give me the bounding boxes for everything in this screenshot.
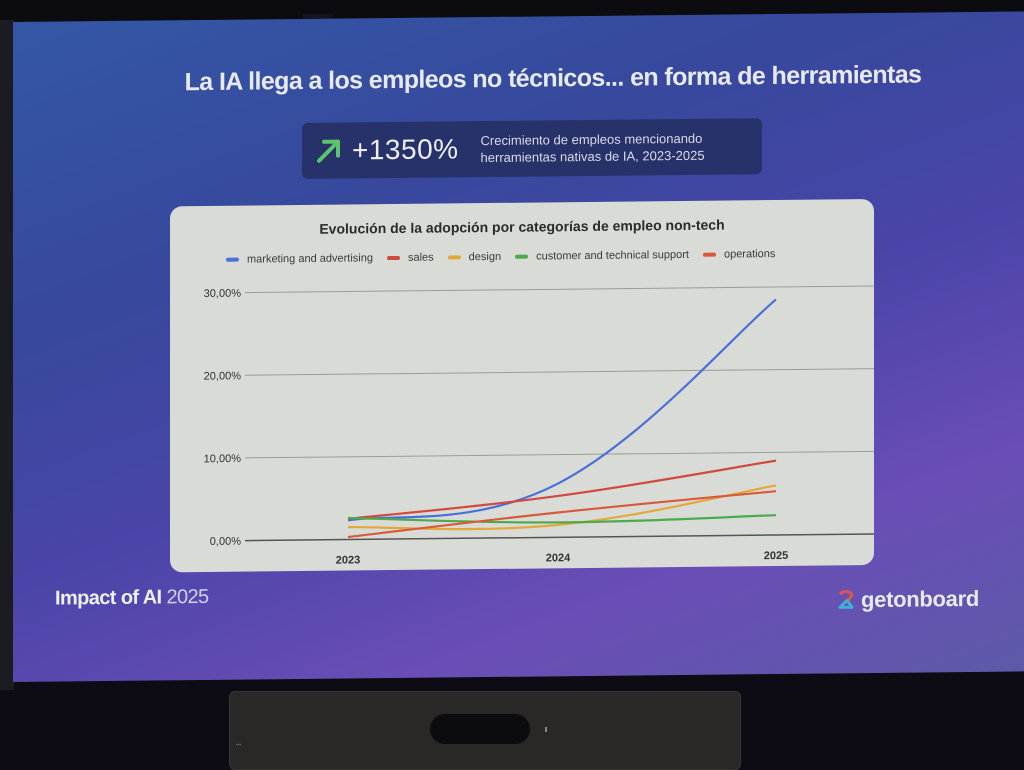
- getonboard-logo-icon: [838, 590, 854, 609]
- series-line-customer-and-technical-support: [347, 514, 777, 524]
- camera-brand-mark: ▪▪▪: [236, 742, 242, 748]
- x-axis-ticks: 2023 2024 2025: [336, 550, 788, 567]
- gridline: [245, 368, 874, 376]
- brand-name: getonboard: [861, 585, 979, 613]
- y-tick-label: 20,00%: [204, 370, 242, 382]
- presentation-slide: La IA llega a los empleos no técnicos...…: [13, 11, 1024, 682]
- chart-card: Evolución de la adopción por categorías …: [170, 198, 874, 573]
- gridline: [245, 450, 874, 459]
- x-tick-label: 2024: [546, 552, 571, 564]
- chart-series-lines: [347, 298, 777, 539]
- gridline: [245, 285, 874, 294]
- stat-value: +1350%: [352, 133, 459, 166]
- event-label: Impact of AI 2025: [55, 586, 209, 611]
- event-year: 2025: [166, 585, 209, 609]
- arrow-up-right-icon: [317, 139, 340, 163]
- monitor-left-edge: [0, 20, 14, 690]
- series-line-marketing-and-advertising: [347, 298, 777, 522]
- x-tick-label: 2023: [336, 554, 360, 566]
- line-chart-plot: 0,00% 10,00% 20,00% 30,00% 2023 2024 2025: [204, 285, 874, 567]
- y-tick-label: 30,00%: [204, 288, 242, 300]
- y-tick-label: 10,00%: [204, 453, 242, 465]
- slide-title: La IA llega a los empleos no técnicos...…: [184, 60, 922, 97]
- conference-camera-bar: ▪▪▪: [229, 691, 741, 770]
- brand-logo: getonboard: [837, 586, 979, 613]
- x-tick-label: 2025: [764, 550, 788, 562]
- x-axis-baseline: [245, 533, 874, 542]
- stat-highlight-box: +1350% Crecimiento de empleos mencionand…: [302, 118, 762, 179]
- stat-description-line-2: herramientas nativas de IA, 2023-2025: [480, 147, 705, 166]
- camera-led: [545, 727, 547, 732]
- series-line-operations: [347, 490, 777, 539]
- stat-description: Crecimiento de empleos mencionando herra…: [481, 130, 705, 166]
- y-axis-ticks: 0,00% 10,00% 20,00% 30,00%: [204, 288, 242, 548]
- camera-lens: [430, 714, 530, 744]
- series-line-sales: [347, 459, 777, 520]
- chart-gridlines: [245, 285, 874, 542]
- event-name: Impact of AI: [55, 586, 162, 610]
- series-line-design: [347, 484, 777, 531]
- y-tick-label: 0,00%: [210, 536, 241, 548]
